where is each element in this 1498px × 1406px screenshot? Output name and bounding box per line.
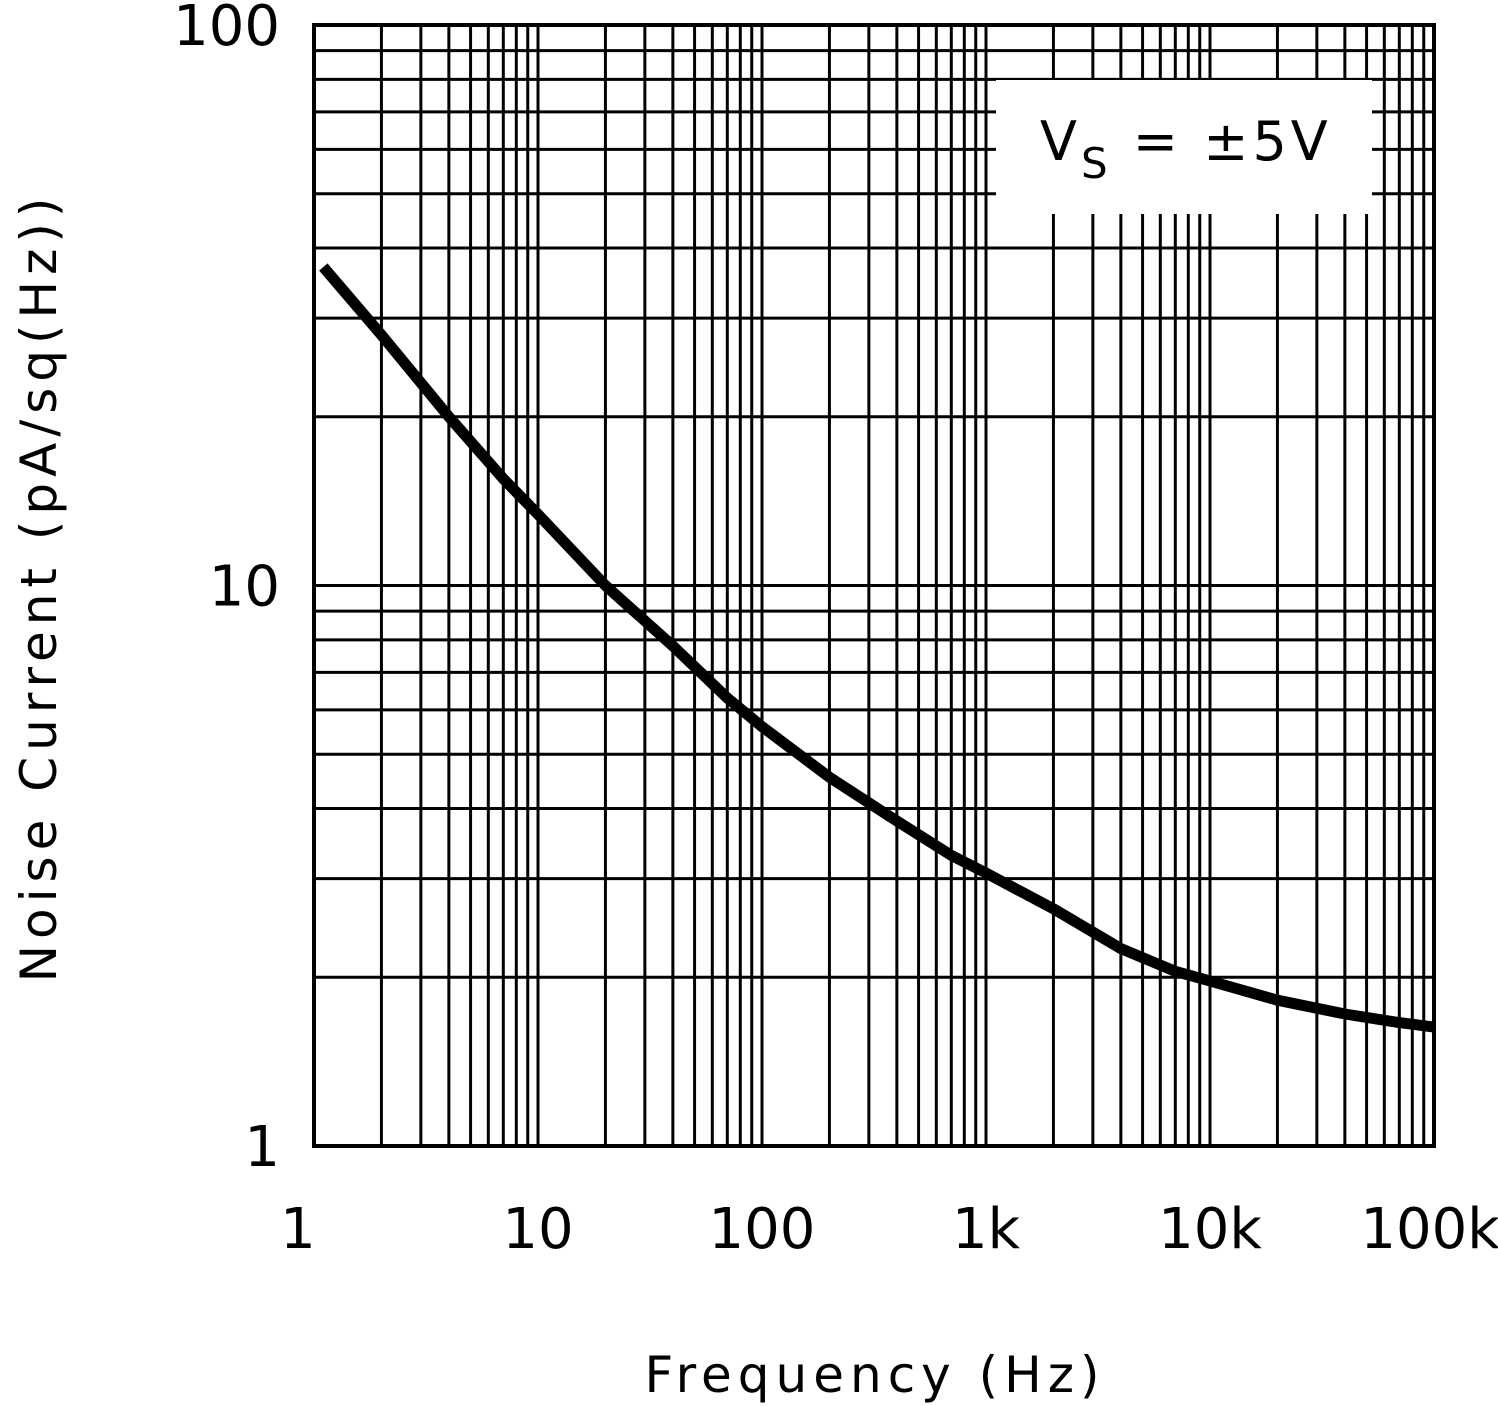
x-tick-label: 10 [502, 1197, 573, 1262]
x-tick-label: 100k [1360, 1197, 1498, 1262]
grid-lines [314, 25, 1434, 1146]
annotation-subscript: S [1081, 139, 1112, 188]
x-tick-label: 1k [952, 1197, 1021, 1262]
noise-current-line [319, 263, 1435, 1033]
plot-frame [312, 23, 1436, 1148]
x-tick-label: 100 [709, 1197, 816, 1262]
y-tick-labels: 1 10 100 [173, 0, 280, 1180]
y-tick-label: 100 [173, 0, 280, 59]
annotation-rest: = ±5V [1112, 110, 1332, 173]
data-series [319, 263, 1435, 1033]
y-tick-label: 10 [209, 555, 280, 620]
y-axis-title: Noise Current (pA/sq(Hz)) [10, 192, 68, 983]
supply-voltage-annotation: VS = ±5V [1040, 110, 1332, 188]
x-tick-labels: 1 10 100 1k 10k 100k [280, 1197, 1498, 1262]
x-tick-label: 1 [280, 1197, 316, 1262]
x-axis-title: Frequency (Hz) [644, 1346, 1105, 1404]
y-tick-label: 1 [244, 1115, 280, 1180]
annotation-main: V [1040, 110, 1081, 173]
x-tick-label: 10k [1158, 1197, 1262, 1262]
annotation-box [996, 80, 1372, 214]
